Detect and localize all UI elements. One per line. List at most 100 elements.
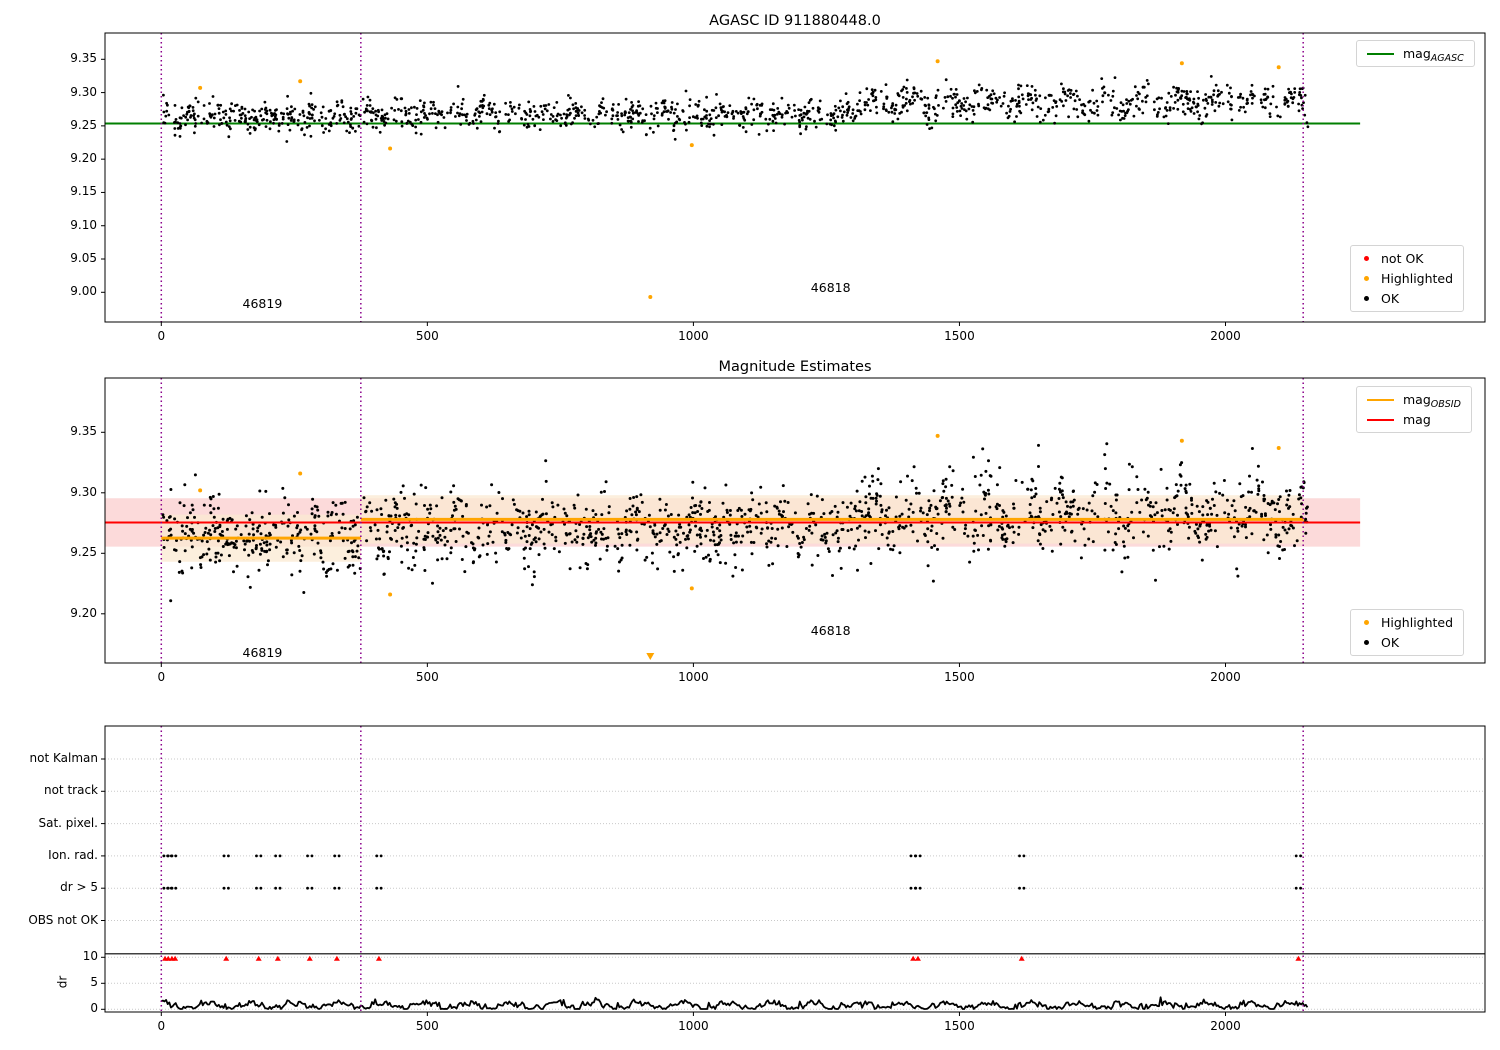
ok-point [1065, 511, 1069, 515]
ok-point [771, 562, 775, 566]
ok-point [381, 550, 385, 554]
ok-point [193, 124, 197, 128]
ok-point [916, 539, 919, 543]
ok-point [980, 524, 984, 528]
ok-point [705, 109, 709, 113]
ok-point [452, 102, 455, 106]
ok-point [947, 502, 951, 506]
ok-point [1216, 89, 1220, 93]
ok-point [1210, 98, 1214, 102]
ok-point [230, 102, 234, 106]
ok-point [898, 551, 902, 555]
ok-point [216, 506, 220, 510]
ok-point [1182, 90, 1186, 93]
ok-point [264, 106, 268, 110]
ok-point [949, 87, 953, 91]
ok-point [1103, 91, 1106, 95]
ok-point [298, 530, 302, 534]
ok-point [542, 542, 546, 546]
ok-point [786, 111, 789, 115]
ok-point [676, 533, 680, 537]
ok-point [934, 505, 938, 509]
ok-point [395, 506, 399, 510]
ok-point [771, 119, 775, 123]
ok-point [232, 109, 236, 113]
ok-point [1041, 547, 1045, 550]
ok-point [924, 114, 928, 118]
ok-point [286, 94, 289, 98]
ok-point [676, 552, 680, 556]
ok-point [350, 112, 353, 116]
ok-point [793, 511, 797, 515]
ok-point [798, 125, 802, 129]
ok-point [165, 519, 169, 523]
ok-point [900, 110, 903, 114]
ok-point [291, 109, 294, 113]
ok-point [333, 112, 337, 116]
ok-point [1038, 506, 1042, 510]
ok-point [384, 121, 388, 125]
ok-point [368, 501, 372, 505]
ok-point [280, 122, 284, 125]
ok-point [265, 549, 269, 553]
ok-point [677, 513, 681, 517]
ok-point [459, 499, 463, 503]
ok-point [432, 100, 435, 104]
ok-point [1241, 96, 1245, 100]
ok-point [364, 510, 368, 514]
legend-point-types-middle: Highlighted OK [1350, 609, 1465, 656]
ok-point [1223, 511, 1227, 515]
ok-point [634, 510, 638, 514]
ok-point [1194, 522, 1198, 526]
ok-point [384, 498, 388, 502]
ok-point [436, 558, 440, 562]
ok-point [481, 97, 485, 101]
ok-point [1305, 506, 1308, 510]
ok-point [407, 513, 411, 517]
ok-point [796, 555, 800, 559]
ok-point [451, 514, 454, 518]
ok-point [765, 129, 769, 133]
ok-point [959, 114, 962, 117]
ok-point [1036, 105, 1040, 109]
ok-point [658, 531, 662, 535]
dot-swatch [1361, 296, 1372, 301]
ok-point [834, 128, 838, 132]
ok-point [1006, 523, 1010, 527]
ok-point [620, 128, 623, 131]
ok-point [417, 529, 421, 533]
ok-point [1212, 504, 1216, 507]
ok-point [1066, 504, 1069, 508]
ok-point [280, 111, 283, 115]
ok-point [310, 106, 313, 110]
dr_gt5-flag-point [169, 886, 173, 890]
ok-point [173, 517, 177, 521]
ok-point [340, 526, 344, 530]
ion_rad-flag-point [918, 854, 922, 858]
ok-point [630, 513, 634, 517]
ok-point [348, 131, 351, 135]
ok-point [186, 118, 190, 122]
ok-point [1011, 97, 1014, 101]
ok-point [479, 99, 483, 103]
legend-entry: magAGASC [1367, 46, 1464, 64]
ok-point [1293, 87, 1297, 90]
dr_gt5-flag-point [255, 886, 258, 890]
ok-point [320, 124, 324, 128]
ok-point [549, 113, 553, 116]
ok-point [209, 511, 213, 515]
ok-point [799, 545, 803, 549]
ok-point [944, 485, 948, 489]
ok-point [1233, 509, 1237, 513]
ok-point [1187, 536, 1191, 540]
ok-point [1180, 89, 1184, 93]
ok-point [436, 530, 440, 534]
ok-point [440, 496, 444, 500]
ok-point [385, 112, 389, 115]
ok-point [351, 550, 355, 554]
ok-point [343, 112, 346, 116]
ok-point [815, 494, 819, 498]
dot-swatch [1361, 276, 1372, 281]
ok-point [354, 129, 357, 133]
legend-label: OK [1381, 291, 1400, 306]
